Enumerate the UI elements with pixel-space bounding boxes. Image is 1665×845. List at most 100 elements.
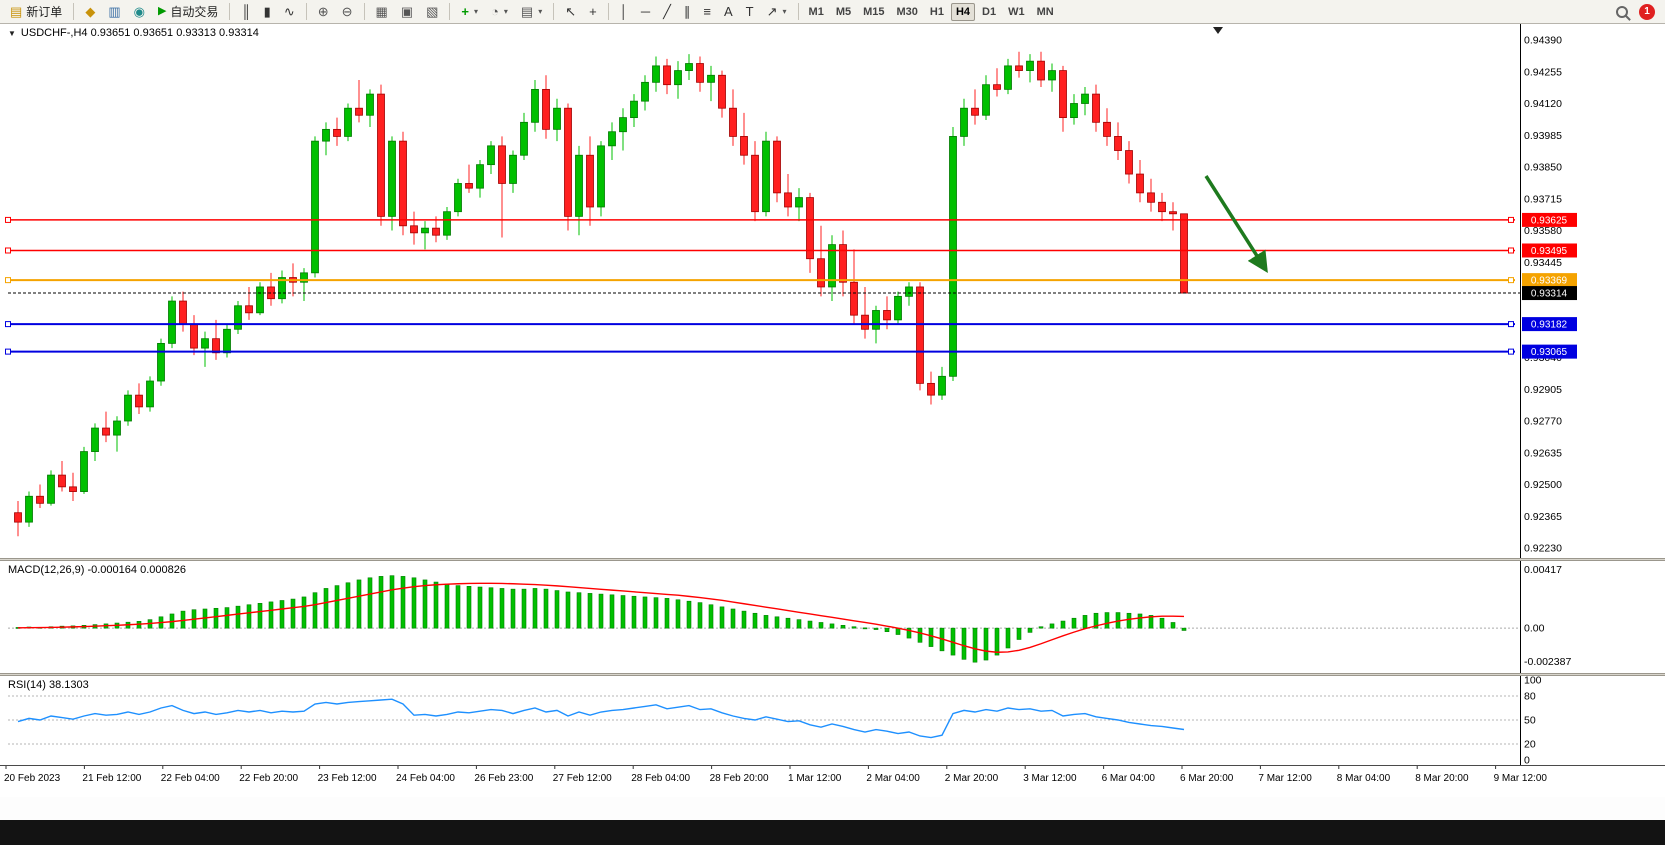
panel-splitter[interactable] (0, 558, 1665, 561)
timeframe-h4[interactable]: H4 (950, 2, 976, 21)
candle (256, 286, 264, 314)
candle (1026, 60, 1034, 71)
line-handle[interactable] (5, 277, 11, 284)
market-watch-icon: ▥ (108, 4, 121, 19)
candle (751, 154, 759, 213)
macd-histogram-bar (367, 577, 373, 629)
price-scale-label: 0.93445 (1524, 257, 1562, 269)
candle (146, 380, 154, 408)
search-icon[interactable] (1616, 5, 1628, 18)
trend-arrow[interactable] (1204, 175, 1268, 273)
macd-histogram-bar (829, 623, 835, 629)
timeframe-h1[interactable]: H1 (925, 3, 949, 21)
time-label: 22 Feb 04:00 (161, 773, 220, 784)
cursor-tool-button[interactable]: ↖ (559, 2, 582, 22)
line-handle[interactable] (1508, 321, 1514, 328)
vertical-line-tool-button[interactable]: │ (614, 2, 634, 22)
zoom-out-button[interactable]: ⊖ (336, 2, 359, 22)
candle (850, 281, 858, 316)
price-tag-label: 0.93065 (1531, 347, 1568, 358)
candle (179, 300, 187, 325)
trendline-tool-button[interactable]: ╱ (657, 2, 677, 22)
candle (454, 183, 462, 213)
market-watch-button[interactable]: ▥ (102, 2, 126, 22)
rsi-chart[interactable]: 100 80 50 20 0 (0, 676, 1665, 765)
auto-trading-button[interactable]: ▶ 自动交易 (152, 2, 224, 22)
candle (1158, 201, 1166, 213)
label-tool-button[interactable]: A (718, 2, 739, 22)
fibonacci-tool-button[interactable]: ≡ (697, 2, 717, 22)
candle (663, 65, 671, 86)
timeframe-mn[interactable]: MN (1032, 3, 1059, 21)
macd-histogram-bar (972, 627, 978, 663)
line-handle[interactable] (5, 321, 11, 328)
candle (344, 107, 352, 137)
symbols-button[interactable]: ◆ (79, 2, 101, 22)
candle (531, 88, 539, 123)
macd-histogram-bar (246, 604, 252, 629)
price-scale-label: 0.94390 (1524, 35, 1562, 47)
zoom-in-button[interactable]: ⊕ (312, 2, 335, 22)
macd-signal-line (17, 582, 1185, 653)
timeframe-m15[interactable]: M15 (858, 3, 889, 21)
candle (201, 338, 209, 349)
time-axis[interactable]: 20 Feb 2023 21 Feb 12:00 22 Feb 04:00 22 Fe… (0, 766, 1665, 792)
line-handle[interactable] (5, 247, 11, 254)
text-tool-button[interactable]: T (740, 2, 760, 22)
price-scale-label: 0.92770 (1524, 416, 1562, 428)
chart-candles-button[interactable]: ▮ (258, 2, 277, 22)
timeframe-m1[interactable]: M1 (804, 3, 829, 21)
price-tag (1522, 344, 1577, 359)
line-handle[interactable] (1508, 216, 1514, 223)
macd-histogram-bar (411, 577, 417, 629)
timeframe-m5[interactable]: M5 (831, 3, 856, 21)
navigator-button[interactable]: ◉ (128, 2, 151, 22)
periods-button[interactable]: ◔ ▾ (485, 2, 514, 22)
channel-tool-button[interactable]: ∥ (678, 2, 697, 22)
candle (630, 100, 638, 119)
templates-button[interactable]: ▤ ▾ (515, 2, 548, 22)
candle (80, 451, 88, 492)
candle (366, 93, 374, 116)
candle (69, 486, 77, 492)
arrange-windows-button[interactable]: ▧ (420, 2, 444, 22)
macd-histogram-bar (565, 591, 571, 629)
macd-histogram-bar (323, 588, 329, 629)
macd-histogram-bar (510, 588, 516, 629)
timeframe-d1[interactable]: D1 (977, 3, 1001, 21)
macd-histogram-bar (576, 592, 582, 629)
crosshair-tool-button[interactable]: + (583, 2, 603, 22)
line-handle[interactable] (1508, 348, 1514, 355)
macd-histogram-bar (763, 615, 769, 629)
macd-chart[interactable]: 0.00417 0.00 -0.002387 (0, 561, 1665, 673)
line-handle[interactable] (5, 348, 11, 355)
timeframe-m30[interactable]: M30 (892, 3, 923, 21)
trendline-icon: ╱ (663, 4, 671, 19)
macd-histogram-bar (455, 585, 461, 629)
chart-shift-marker[interactable] (1213, 27, 1223, 34)
tile-windows-button[interactable]: ▦ (370, 2, 394, 22)
chart-line-button[interactable]: ∿ (278, 2, 301, 22)
line-handle[interactable] (1508, 277, 1514, 284)
symbol-dropdown-icon[interactable]: ▼ (8, 28, 16, 38)
chart-bars-button[interactable]: ║ (235, 2, 256, 22)
candle (377, 93, 385, 217)
candle (91, 427, 99, 452)
panel-splitter[interactable] (0, 673, 1665, 676)
candle (619, 117, 627, 133)
macd-histogram-bar (290, 598, 296, 629)
macd-histogram-bar (719, 606, 725, 629)
notification-badge[interactable]: 1 (1639, 3, 1655, 20)
line-handle[interactable] (5, 216, 11, 223)
arrows-tool-button[interactable]: ↗ ▾ (761, 2, 793, 22)
new-order-button[interactable]: ▤ 新订单 (4, 2, 68, 22)
add-indicator-button[interactable]: + ▾ (455, 2, 484, 22)
price-chart[interactable]: 0.94390 0.94255 0.94120 0.93985 0.93850 0.937… (0, 24, 1665, 558)
candle (1136, 173, 1144, 194)
candle (1048, 70, 1056, 81)
timeframe-w1[interactable]: W1 (1003, 3, 1030, 21)
time-label: 3 Mar 12:00 (1023, 773, 1077, 784)
horizontal-line-tool-button[interactable]: ─ (635, 2, 656, 22)
cascade-windows-button[interactable]: ▣ (395, 2, 419, 22)
line-handle[interactable] (1508, 247, 1514, 254)
